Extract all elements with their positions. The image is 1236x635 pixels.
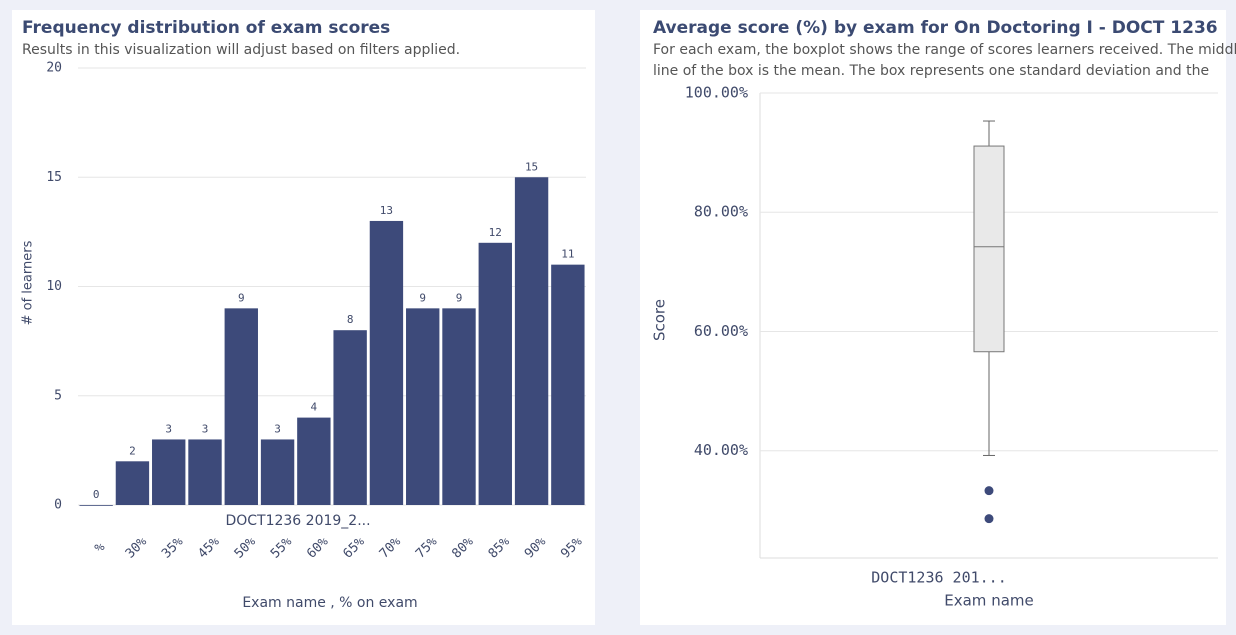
bar	[369, 220, 404, 505]
y-tick-label: 15	[46, 170, 62, 185]
outlier	[984, 486, 994, 496]
y-tick-label: 80.00%	[694, 203, 748, 221]
panel	[640, 10, 1226, 625]
box	[973, 145, 1005, 353]
y-tick-label: 60.00%	[694, 322, 748, 340]
chart-subtitle: For each exam, the boxplot shows the ran…	[653, 42, 1236, 58]
group-label: DOCT1236 2019_2...	[225, 513, 370, 529]
bar	[79, 505, 113, 506]
chart-subtitle: line of the box is the mean. The box rep…	[653, 63, 1209, 79]
value-label: 9	[238, 291, 245, 304]
value-label: 11	[561, 248, 574, 261]
bar	[152, 439, 186, 505]
value-label: 3	[202, 422, 209, 435]
x-axis-title: Exam name , % on exam	[242, 595, 417, 611]
y-tick-label: 40.00%	[694, 441, 748, 459]
value-label: 2	[129, 444, 136, 457]
outlier	[984, 514, 994, 524]
y-tick-label: 100.00%	[685, 84, 748, 102]
chart-title: Average score (%) by exam for On Doctori…	[653, 18, 1218, 38]
y-tick-label: 20	[46, 61, 62, 76]
y-tick-label: 5	[54, 388, 62, 403]
bar	[297, 417, 331, 505]
bar	[442, 308, 476, 505]
value-label: 9	[419, 291, 426, 304]
x-tick-label: DOCT1236 201...	[871, 569, 1006, 587]
x-axis-title: Exam name	[944, 592, 1033, 610]
bar	[514, 177, 549, 505]
y-tick-label: 10	[46, 279, 62, 294]
value-label: 9	[456, 291, 463, 304]
bar	[478, 242, 512, 506]
bar	[224, 308, 258, 505]
value-label: 3	[165, 422, 172, 435]
value-label: 8	[347, 313, 354, 326]
value-label: 15	[525, 160, 538, 173]
bar	[115, 461, 150, 505]
value-label: 3	[274, 422, 281, 435]
bar	[406, 308, 440, 505]
bar	[188, 439, 222, 505]
chart-subtitle: Results in this visualization will adjus…	[22, 42, 460, 58]
bar	[333, 330, 367, 505]
value-label: 13	[380, 204, 393, 217]
y-axis-title: # of learners	[21, 240, 36, 325]
value-label: 12	[489, 226, 502, 239]
y-tick-label: 0	[54, 498, 62, 513]
chart-title: Frequency distribution of exam scores	[22, 18, 390, 38]
bar	[551, 264, 585, 505]
value-label: 0	[93, 488, 100, 501]
y-axis-title: Score	[651, 299, 669, 341]
value-label: 4	[311, 401, 318, 414]
bar	[260, 439, 295, 505]
